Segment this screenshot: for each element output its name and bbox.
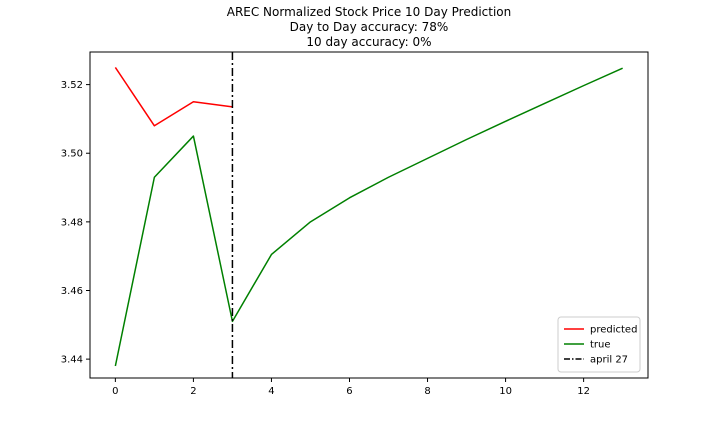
series-line-true (114, 67, 623, 367)
x-tick-label: 10 (499, 386, 512, 397)
y-tick-label: 3.44 (61, 355, 83, 366)
x-tick-label: 6 (346, 386, 352, 397)
chart-title: AREC Normalized Stock Price 10 Day Predi… (227, 5, 512, 49)
series-line-predicted (114, 67, 233, 127)
y-tick-label: 3.52 (61, 80, 83, 91)
x-tick-label: 8 (424, 386, 430, 397)
chart-title-line-2: Day to Day accuracy: 78% (290, 20, 449, 34)
series-layer (114, 67, 623, 367)
chart-title-line-1: AREC Normalized Stock Price 10 Day Predi… (227, 5, 512, 19)
legend-label-predicted: predicted (590, 325, 637, 336)
y-tick-label: 3.50 (61, 149, 83, 160)
y-tick-label: 3.46 (61, 286, 83, 297)
x-tick-label: 0 (112, 386, 118, 397)
x-tick-label: 12 (577, 386, 590, 397)
plot-area (89, 51, 649, 379)
x-axis: 0 2 4 6 8 10 12 (112, 378, 590, 397)
legend-label-april-27: april 27 (590, 355, 628, 366)
legend-label-true: true (590, 340, 611, 351)
x-tick-label: 4 (268, 386, 274, 397)
y-tick-label: 3.48 (61, 217, 83, 228)
y-axis: 3.44 3.46 3.48 3.50 3.52 (61, 80, 90, 366)
legend: predicted true april 27 (557, 316, 641, 373)
chart-title-line-3: 10 day accuracy: 0% (306, 35, 431, 49)
x-tick-label: 2 (190, 386, 196, 397)
